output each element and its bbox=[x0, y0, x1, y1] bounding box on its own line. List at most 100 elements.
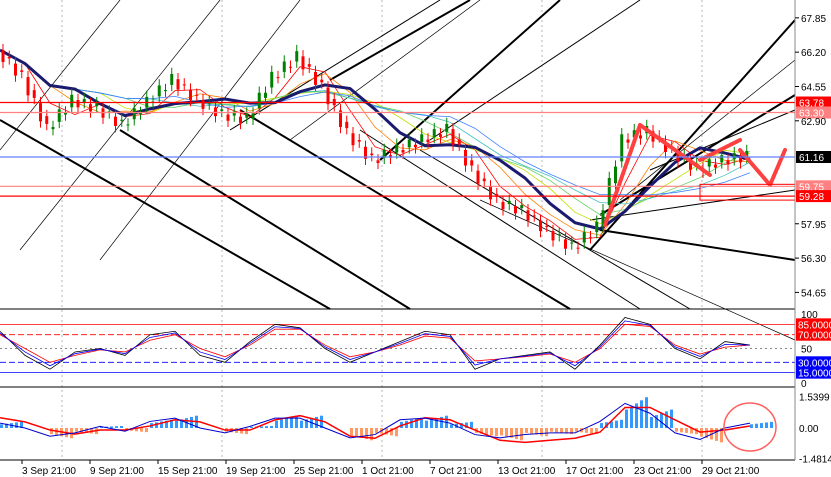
candle-body bbox=[520, 205, 524, 209]
macd-histogram-bar bbox=[395, 428, 398, 437]
candle-body bbox=[157, 85, 161, 97]
time-tick-label: 9 Sep 21:00 bbox=[90, 466, 144, 477]
oscillator-level-badge bbox=[796, 328, 831, 341]
macd-histogram-bar bbox=[505, 428, 508, 437]
macd-tick-label: -1.4814 bbox=[799, 454, 831, 465]
time-tick-label: 3 Sep 21:00 bbox=[22, 466, 76, 477]
macd-histogram-bar bbox=[265, 426, 268, 428]
candle-body bbox=[432, 129, 436, 137]
candle-body bbox=[601, 210, 605, 227]
macd-histogram-bar bbox=[470, 421, 473, 428]
macd-histogram-bar bbox=[75, 428, 78, 432]
candle-body bbox=[589, 237, 592, 239]
price-level-label: 59.75 bbox=[799, 182, 824, 193]
candle-body bbox=[320, 79, 324, 83]
macd-histogram-bar bbox=[635, 403, 638, 428]
candle-body bbox=[482, 178, 486, 182]
price-tick-label: 64.55 bbox=[801, 82, 826, 93]
macd-histogram-bar bbox=[390, 428, 393, 436]
macd-histogram-bar bbox=[415, 418, 418, 428]
macd-histogram-bar bbox=[675, 428, 678, 432]
macd-histogram-bar bbox=[175, 420, 178, 428]
candle-body bbox=[20, 70, 24, 72]
candle-body bbox=[82, 98, 86, 103]
macd-histogram-bar bbox=[5, 423, 8, 428]
candle-body bbox=[639, 135, 642, 139]
price-level-badge bbox=[796, 180, 831, 193]
candles bbox=[1, 43, 787, 255]
candle-body bbox=[632, 130, 636, 138]
oscillator-level-label: 15.0000 bbox=[798, 369, 831, 380]
ma-line bbox=[0, 49, 751, 240]
candle-body bbox=[132, 108, 136, 120]
macd-histogram-bar bbox=[680, 428, 683, 433]
macd-histogram-bar bbox=[430, 419, 433, 428]
candle-body bbox=[276, 77, 280, 79]
candle-body bbox=[407, 139, 411, 148]
candle-body bbox=[489, 186, 492, 200]
macd-histogram-bar bbox=[120, 425, 123, 428]
candle-body bbox=[64, 112, 67, 115]
macd-histogram-bar bbox=[140, 428, 143, 432]
oscillator-level-label: 70.0000 bbox=[798, 331, 831, 342]
price-level-label: 61.16 bbox=[799, 153, 824, 164]
macd-histogram-bar bbox=[520, 428, 523, 441]
oscillator-mid-signal-line bbox=[0, 320, 751, 367]
macd-histogram-bar bbox=[445, 415, 448, 428]
candle-body bbox=[345, 121, 349, 129]
macd-histogram-bar bbox=[440, 416, 443, 428]
trendline bbox=[479, 199, 796, 341]
ma-line bbox=[0, 49, 751, 196]
oscillator-level-label: 30.0000 bbox=[798, 358, 831, 369]
candle-body bbox=[376, 160, 380, 163]
candle-body bbox=[1, 50, 5, 63]
candle-body bbox=[557, 234, 561, 236]
highlight-circle bbox=[723, 402, 777, 452]
arrow-marker bbox=[638, 123, 712, 177]
candle-body bbox=[495, 194, 499, 197]
price-level-badge bbox=[796, 151, 831, 163]
macd-histogram-bar bbox=[550, 428, 553, 432]
macd-histogram-bar bbox=[545, 428, 548, 437]
trendline bbox=[289, 0, 481, 141]
macd-histogram-bar bbox=[110, 426, 113, 428]
candle-body bbox=[126, 124, 130, 126]
time-tick-label: 13 Oct 21:00 bbox=[498, 466, 556, 477]
price-level-badge bbox=[796, 106, 831, 119]
candle-body bbox=[451, 129, 455, 145]
trendline bbox=[589, 189, 796, 221]
macd-histogram-bar bbox=[530, 428, 533, 434]
trendline bbox=[119, 129, 411, 310]
macd-histogram-bar bbox=[180, 419, 183, 428]
macd-histogram-bar bbox=[570, 428, 573, 435]
macd-histogram-bar bbox=[770, 421, 773, 428]
candle-body bbox=[326, 87, 330, 105]
macd-histogram-bar bbox=[165, 420, 168, 428]
candle-body bbox=[289, 66, 292, 68]
macd-histogram-bar bbox=[645, 397, 648, 428]
trendline bbox=[619, 59, 796, 201]
macd-histogram-bar bbox=[425, 420, 428, 428]
candle-body bbox=[301, 56, 305, 70]
candle-body bbox=[745, 150, 749, 158]
candle-body bbox=[426, 139, 430, 143]
macd-histogram-bar bbox=[495, 428, 498, 437]
candle-body bbox=[401, 149, 405, 153]
macd-histogram-bar bbox=[690, 428, 693, 434]
candle-body bbox=[170, 74, 174, 85]
macd-histogram-bar bbox=[610, 421, 613, 428]
candle-body bbox=[457, 139, 461, 145]
macd-histogram-bar bbox=[540, 428, 543, 436]
candle-body bbox=[339, 110, 342, 128]
main-ma-line bbox=[0, 48, 751, 231]
macd-histogram-bar bbox=[460, 423, 463, 428]
candle-body bbox=[214, 107, 217, 117]
candle-body bbox=[470, 160, 474, 166]
oscillator-tick-label: 0 bbox=[801, 379, 807, 390]
candle-body bbox=[314, 71, 317, 85]
candle-body bbox=[614, 166, 617, 184]
time-tick-label: 15 Sep 21:00 bbox=[158, 466, 218, 477]
candle-body bbox=[370, 153, 374, 156]
